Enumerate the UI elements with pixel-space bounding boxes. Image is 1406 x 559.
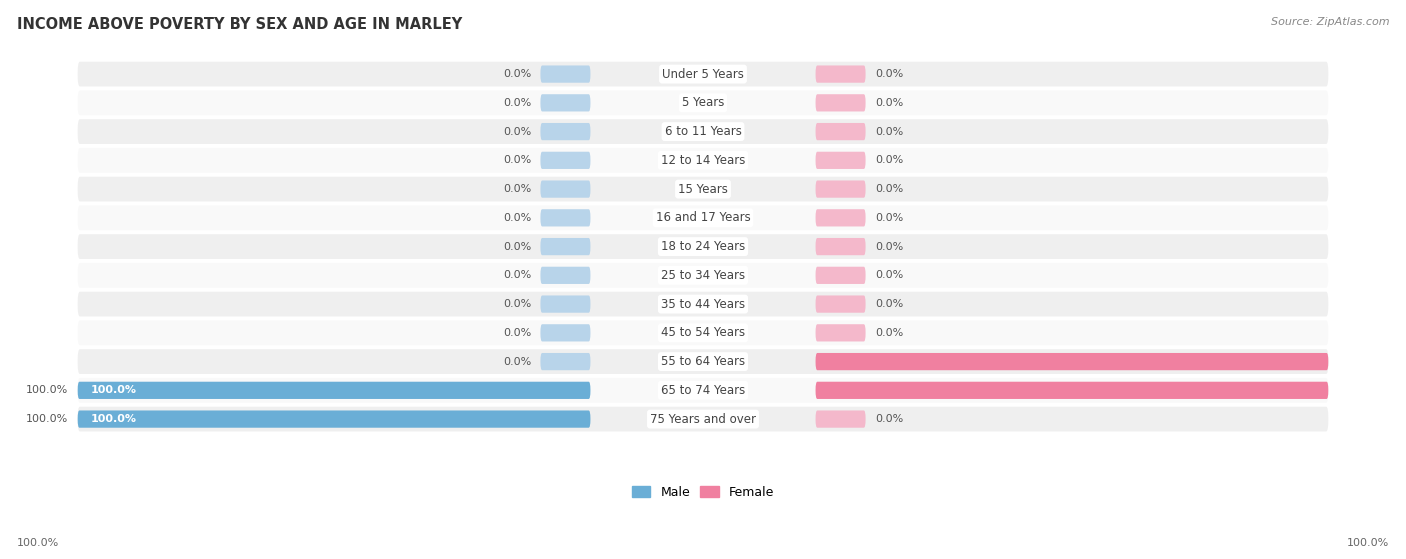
Text: 0.0%: 0.0% — [503, 98, 531, 108]
FancyBboxPatch shape — [540, 209, 591, 226]
FancyBboxPatch shape — [815, 238, 866, 255]
FancyBboxPatch shape — [77, 61, 1329, 87]
Text: 0.0%: 0.0% — [875, 184, 903, 194]
FancyBboxPatch shape — [815, 65, 866, 83]
FancyBboxPatch shape — [77, 349, 1329, 374]
FancyBboxPatch shape — [77, 407, 1329, 432]
FancyBboxPatch shape — [77, 382, 591, 399]
Text: 65 to 74 Years: 65 to 74 Years — [661, 384, 745, 397]
FancyBboxPatch shape — [540, 296, 591, 312]
FancyBboxPatch shape — [815, 181, 866, 198]
Text: 0.0%: 0.0% — [875, 299, 903, 309]
FancyBboxPatch shape — [540, 151, 591, 169]
Text: 100.0%: 100.0% — [1347, 538, 1389, 548]
Text: 0.0%: 0.0% — [503, 271, 531, 281]
Text: 0.0%: 0.0% — [875, 271, 903, 281]
FancyBboxPatch shape — [77, 320, 1329, 345]
Text: 100.0%: 100.0% — [1337, 357, 1379, 367]
Text: 100.0%: 100.0% — [27, 414, 69, 424]
Text: 0.0%: 0.0% — [875, 98, 903, 108]
Text: 0.0%: 0.0% — [503, 328, 531, 338]
FancyBboxPatch shape — [77, 91, 1329, 115]
Text: 25 to 34 Years: 25 to 34 Years — [661, 269, 745, 282]
FancyBboxPatch shape — [815, 296, 866, 312]
Text: 75 Years and over: 75 Years and over — [650, 413, 756, 425]
Text: 5 Years: 5 Years — [682, 96, 724, 110]
Text: 100.0%: 100.0% — [90, 414, 136, 424]
Text: INCOME ABOVE POVERTY BY SEX AND AGE IN MARLEY: INCOME ABOVE POVERTY BY SEX AND AGE IN M… — [17, 17, 463, 32]
FancyBboxPatch shape — [540, 65, 591, 83]
Text: 35 to 44 Years: 35 to 44 Years — [661, 297, 745, 311]
FancyBboxPatch shape — [815, 151, 866, 169]
Text: 55 to 64 Years: 55 to 64 Years — [661, 355, 745, 368]
FancyBboxPatch shape — [77, 234, 1329, 259]
Text: 6 to 11 Years: 6 to 11 Years — [665, 125, 741, 138]
FancyBboxPatch shape — [540, 181, 591, 198]
Text: 18 to 24 Years: 18 to 24 Years — [661, 240, 745, 253]
FancyBboxPatch shape — [815, 382, 1329, 399]
FancyBboxPatch shape — [815, 353, 1329, 370]
FancyBboxPatch shape — [540, 267, 591, 284]
FancyBboxPatch shape — [815, 94, 866, 111]
Text: 0.0%: 0.0% — [503, 69, 531, 79]
FancyBboxPatch shape — [815, 324, 866, 342]
FancyBboxPatch shape — [815, 410, 866, 428]
Text: 0.0%: 0.0% — [503, 184, 531, 194]
FancyBboxPatch shape — [540, 94, 591, 111]
Text: 0.0%: 0.0% — [875, 241, 903, 252]
Text: 16 and 17 Years: 16 and 17 Years — [655, 211, 751, 224]
FancyBboxPatch shape — [815, 123, 866, 140]
FancyBboxPatch shape — [540, 238, 591, 255]
FancyBboxPatch shape — [815, 209, 866, 226]
Text: 0.0%: 0.0% — [503, 155, 531, 165]
Text: 12 to 14 Years: 12 to 14 Years — [661, 154, 745, 167]
Text: 0.0%: 0.0% — [503, 213, 531, 223]
Text: Under 5 Years: Under 5 Years — [662, 68, 744, 80]
FancyBboxPatch shape — [77, 292, 1329, 316]
Text: 100.0%: 100.0% — [1337, 385, 1379, 395]
FancyBboxPatch shape — [540, 324, 591, 342]
Text: 0.0%: 0.0% — [875, 126, 903, 136]
FancyBboxPatch shape — [77, 410, 591, 428]
Text: 0.0%: 0.0% — [875, 155, 903, 165]
FancyBboxPatch shape — [77, 206, 1329, 230]
Text: 0.0%: 0.0% — [503, 241, 531, 252]
Text: 0.0%: 0.0% — [875, 414, 903, 424]
FancyBboxPatch shape — [77, 177, 1329, 201]
Text: 100.0%: 100.0% — [17, 538, 59, 548]
FancyBboxPatch shape — [77, 263, 1329, 288]
Text: 0.0%: 0.0% — [875, 328, 903, 338]
FancyBboxPatch shape — [77, 148, 1329, 173]
Text: 0.0%: 0.0% — [503, 126, 531, 136]
Text: 100.0%: 100.0% — [27, 385, 69, 395]
Legend: Male, Female: Male, Female — [627, 481, 779, 504]
FancyBboxPatch shape — [815, 267, 866, 284]
Text: 0.0%: 0.0% — [503, 357, 531, 367]
FancyBboxPatch shape — [77, 378, 1329, 402]
Text: 100.0%: 100.0% — [90, 385, 136, 395]
Text: 45 to 54 Years: 45 to 54 Years — [661, 326, 745, 339]
Text: Source: ZipAtlas.com: Source: ZipAtlas.com — [1271, 17, 1389, 27]
Text: 0.0%: 0.0% — [875, 213, 903, 223]
FancyBboxPatch shape — [540, 353, 591, 370]
Text: 15 Years: 15 Years — [678, 183, 728, 196]
FancyBboxPatch shape — [77, 119, 1329, 144]
Text: 0.0%: 0.0% — [503, 299, 531, 309]
Text: 0.0%: 0.0% — [875, 69, 903, 79]
FancyBboxPatch shape — [540, 123, 591, 140]
